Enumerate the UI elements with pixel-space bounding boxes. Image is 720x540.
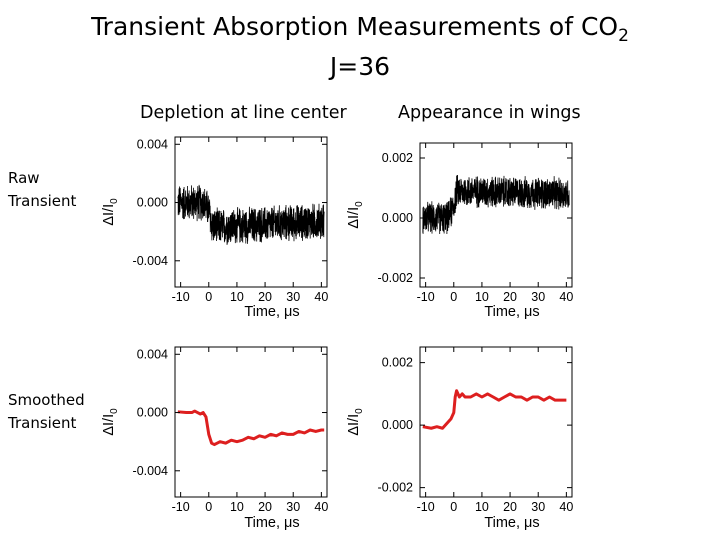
x-tick-label: 30: [531, 290, 545, 304]
row-label-smoothed: Smoothed Transient: [8, 389, 85, 435]
x-tick-label: 10: [475, 290, 489, 304]
x-tick-label: -10: [172, 290, 190, 304]
y-tick-label: 0.000: [382, 211, 413, 225]
x-tick-label: 40: [314, 500, 328, 514]
y-tick-label: 0.004: [137, 347, 168, 361]
slide-title-main: Transient Absorption Measurements of CO: [91, 12, 619, 41]
y-tick-label: 0.000: [137, 406, 168, 420]
plot-frame: [174, 346, 328, 498]
plot-frame: [419, 142, 573, 288]
raw-trace-line: [177, 184, 325, 245]
smoothed-trace-line: [177, 409, 325, 447]
y-axis-label-main: ΔI/I: [101, 414, 117, 436]
y-tick-label: -0.002: [378, 271, 413, 285]
y-axis-label-main: ΔI/I: [346, 207, 362, 229]
row-label-smoothed-line1: Smoothed: [8, 391, 85, 409]
x-axis-label: Time, μs: [484, 515, 539, 531]
y-tick-label: 0.002: [382, 151, 413, 165]
y-axis-label-subscript: 0: [109, 408, 120, 414]
x-tick-label: 10: [475, 500, 489, 514]
y-tick-label: 0.004: [137, 137, 168, 151]
row-label-smoothed-line2: Transient: [8, 414, 77, 432]
plot-frame: [174, 136, 328, 288]
smoothed-trace-line: [422, 389, 567, 430]
row-label-raw-line2: Transient: [8, 192, 77, 210]
x-tick-label: 30: [531, 500, 545, 514]
x-tick-label: 0: [205, 290, 212, 304]
chart-smoothed-appearance: -10 0 10 20 30 40 0.002 0.000 -0.002 Time, μs ΔI/I…: [346, 346, 573, 531]
y-axis-label: ΔI/I0: [101, 198, 120, 226]
y-axis-label-main: ΔI/I: [346, 414, 362, 436]
y-axis-label: ΔI/I0: [346, 408, 365, 436]
chart-raw-depletion: -10 0 10 20 30 40 0.004 0.000 -0.004 Time, μs ΔI/I…: [101, 136, 328, 320]
column-title-depletion: Depletion at line center: [140, 103, 347, 123]
x-tick-label: 40: [559, 500, 573, 514]
row-label-raw-line1: Raw: [8, 169, 40, 187]
y-tick-label: -0.002: [378, 481, 413, 495]
x-tick-label: -10: [417, 500, 435, 514]
chart-smoothed-depletion: -10 0 10 20 30 40 0.004 0.000 -0.004 Time, μs ΔI/I…: [101, 346, 328, 531]
x-tick-label: 40: [314, 290, 328, 304]
x-tick-label: 0: [450, 290, 457, 304]
y-axis-label-subscript: 0: [109, 198, 120, 204]
y-tick-label: 0.000: [137, 196, 168, 210]
y-tick-label: 0.002: [382, 356, 413, 370]
x-tick-label: -10: [172, 500, 190, 514]
x-tick-label: 30: [286, 290, 300, 304]
y-tick-label: -0.004: [133, 254, 168, 268]
x-axis-label: Time, μs: [484, 304, 539, 320]
x-axis-label: Time, μs: [244, 515, 299, 531]
slide-title-line2: J=36: [329, 52, 391, 81]
x-tick-label: 30: [286, 500, 300, 514]
x-tick-label: 10: [230, 290, 244, 304]
y-tick-label: 0.000: [382, 418, 413, 432]
x-tick-label: -10: [417, 290, 435, 304]
x-tick-label: 20: [503, 500, 517, 514]
column-title-appearance: Appearance in wings: [398, 103, 581, 123]
y-axis-label: ΔI/I0: [101, 408, 120, 436]
plot-frame: [419, 346, 573, 498]
x-tick-label: 40: [559, 290, 573, 304]
raw-trace-line: [422, 175, 570, 235]
y-axis-label-subscript: 0: [354, 408, 365, 414]
chart-raw-appearance: -10 0 10 20 30 40 0.002 0.000 -0.002 Time, μs ΔI/I…: [346, 142, 573, 320]
row-label-raw: Raw Transient: [8, 167, 76, 213]
x-tick-label: 20: [258, 290, 272, 304]
x-tick-label: 20: [258, 500, 272, 514]
y-tick-label: -0.004: [133, 464, 168, 478]
x-tick-label: 10: [230, 500, 244, 514]
x-tick-label: 0: [205, 500, 212, 514]
x-axis-label: Time, μs: [244, 304, 299, 320]
y-axis-label-subscript: 0: [354, 201, 365, 207]
y-axis-label: ΔI/I0: [346, 201, 365, 229]
x-tick-label: 0: [450, 500, 457, 514]
x-tick-label: 20: [503, 290, 517, 304]
slide-title-subscript: 2: [618, 26, 629, 46]
y-axis-label-main: ΔI/I: [101, 204, 117, 226]
slide-title: Transient Absorption Measurements of CO2: [0, 12, 720, 51]
